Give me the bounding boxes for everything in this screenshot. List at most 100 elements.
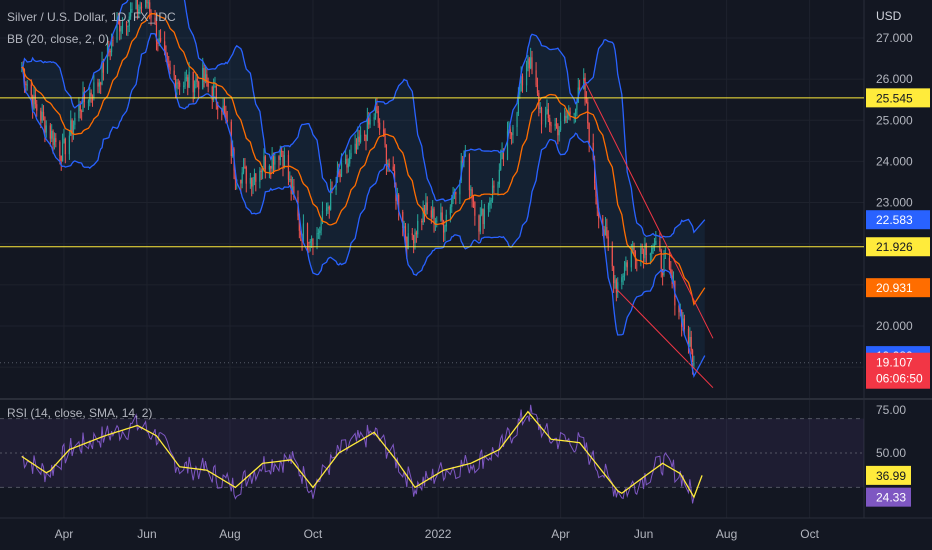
candle-body — [406, 236, 408, 249]
price-tick-label: 26.000 — [876, 72, 913, 86]
candle-body — [565, 115, 567, 119]
candle-body — [413, 235, 415, 244]
candle-body — [232, 149, 234, 157]
candle-body — [109, 51, 111, 53]
candle-body — [49, 125, 51, 139]
candle-body — [154, 17, 156, 23]
candle-body — [264, 156, 266, 170]
candle-body — [404, 226, 407, 237]
candle-body — [300, 230, 302, 235]
currency-label: USD — [876, 9, 902, 23]
candle-body — [433, 208, 435, 225]
bollinger-fill — [21, 0, 705, 377]
candle-body — [198, 81, 200, 90]
candle-body — [689, 336, 691, 347]
candle-body — [584, 77, 586, 101]
candle-body — [136, 0, 139, 13]
candle-body — [45, 125, 47, 133]
candle-body — [298, 216, 300, 231]
candle-body — [140, 6, 143, 8]
candle-body — [347, 163, 349, 168]
candle-body — [540, 108, 543, 125]
trendline-1[interactable] — [583, 78, 714, 339]
candle-body — [430, 210, 432, 218]
candle-body — [489, 200, 491, 206]
candle-body — [63, 138, 65, 144]
candle-body — [98, 82, 100, 87]
candle-body — [157, 41, 159, 44]
candle-body — [55, 138, 57, 143]
candle-body — [576, 102, 578, 110]
candle-body — [223, 105, 226, 113]
candle-body — [566, 115, 568, 119]
candle-body — [206, 74, 208, 83]
candle-body — [451, 199, 453, 207]
candle-body — [517, 94, 519, 114]
candle-body — [374, 106, 377, 118]
candle-body — [127, 26, 129, 28]
rsi-badge-label: 36.99 — [876, 469, 906, 483]
candle-body — [346, 158, 348, 168]
candle-body — [491, 185, 494, 201]
candle-body — [164, 41, 166, 55]
candle-body — [403, 226, 405, 229]
candle-body — [203, 68, 205, 82]
candle-body — [195, 78, 197, 85]
candle-body — [595, 183, 597, 197]
candle-body — [520, 76, 522, 92]
candle-body — [83, 91, 85, 103]
candle-body — [668, 257, 671, 269]
candle-body — [278, 156, 280, 160]
candle-body — [664, 257, 666, 259]
candle-body — [312, 238, 314, 246]
candle-body — [204, 74, 207, 82]
candle-body — [366, 117, 368, 141]
candle-body — [349, 156, 351, 164]
candle-body — [423, 208, 426, 216]
candle-body — [564, 115, 566, 122]
candle-body — [383, 129, 385, 136]
candle-body — [306, 223, 309, 243]
candle-body — [536, 84, 539, 93]
candle-body — [365, 135, 367, 141]
price-tick-label: 24.000 — [876, 154, 913, 168]
time-tick-label: Aug — [716, 527, 737, 541]
price-badge — [866, 278, 930, 298]
candle-body — [468, 154, 471, 191]
candle-body — [42, 111, 45, 118]
candle-body — [211, 86, 213, 100]
candle-body — [481, 208, 483, 215]
candle-body — [516, 113, 518, 128]
candle-body — [402, 211, 404, 229]
candle-body — [33, 95, 35, 110]
candle-body — [411, 233, 413, 236]
candle-body — [417, 220, 419, 235]
candle-body — [138, 9, 140, 13]
candle-body — [207, 82, 209, 87]
candle-body — [660, 250, 662, 269]
candle-body — [398, 194, 400, 212]
candle-body — [215, 86, 217, 103]
candle-body — [498, 169, 500, 184]
candle-body — [70, 120, 72, 136]
candle-body — [150, 11, 152, 18]
candle-body — [354, 143, 356, 153]
candle-body — [259, 170, 261, 182]
candle-body — [270, 165, 272, 169]
candle-body — [135, 0, 137, 10]
candle-body — [281, 150, 283, 152]
candle-body — [547, 109, 549, 119]
candle-body — [641, 248, 643, 250]
candle-body — [321, 211, 324, 224]
candle-body — [97, 82, 99, 87]
candle-body — [255, 173, 257, 182]
symbol-legend: Silver / U.S. Dollar, 1D, FX_IDC — [7, 10, 176, 24]
candle-body — [36, 104, 38, 111]
candle-body — [34, 95, 36, 105]
candle-body — [116, 19, 118, 41]
trendline-2[interactable] — [616, 288, 714, 389]
candle-body — [531, 57, 533, 71]
candle-body — [320, 223, 322, 231]
candle-body — [188, 71, 190, 88]
